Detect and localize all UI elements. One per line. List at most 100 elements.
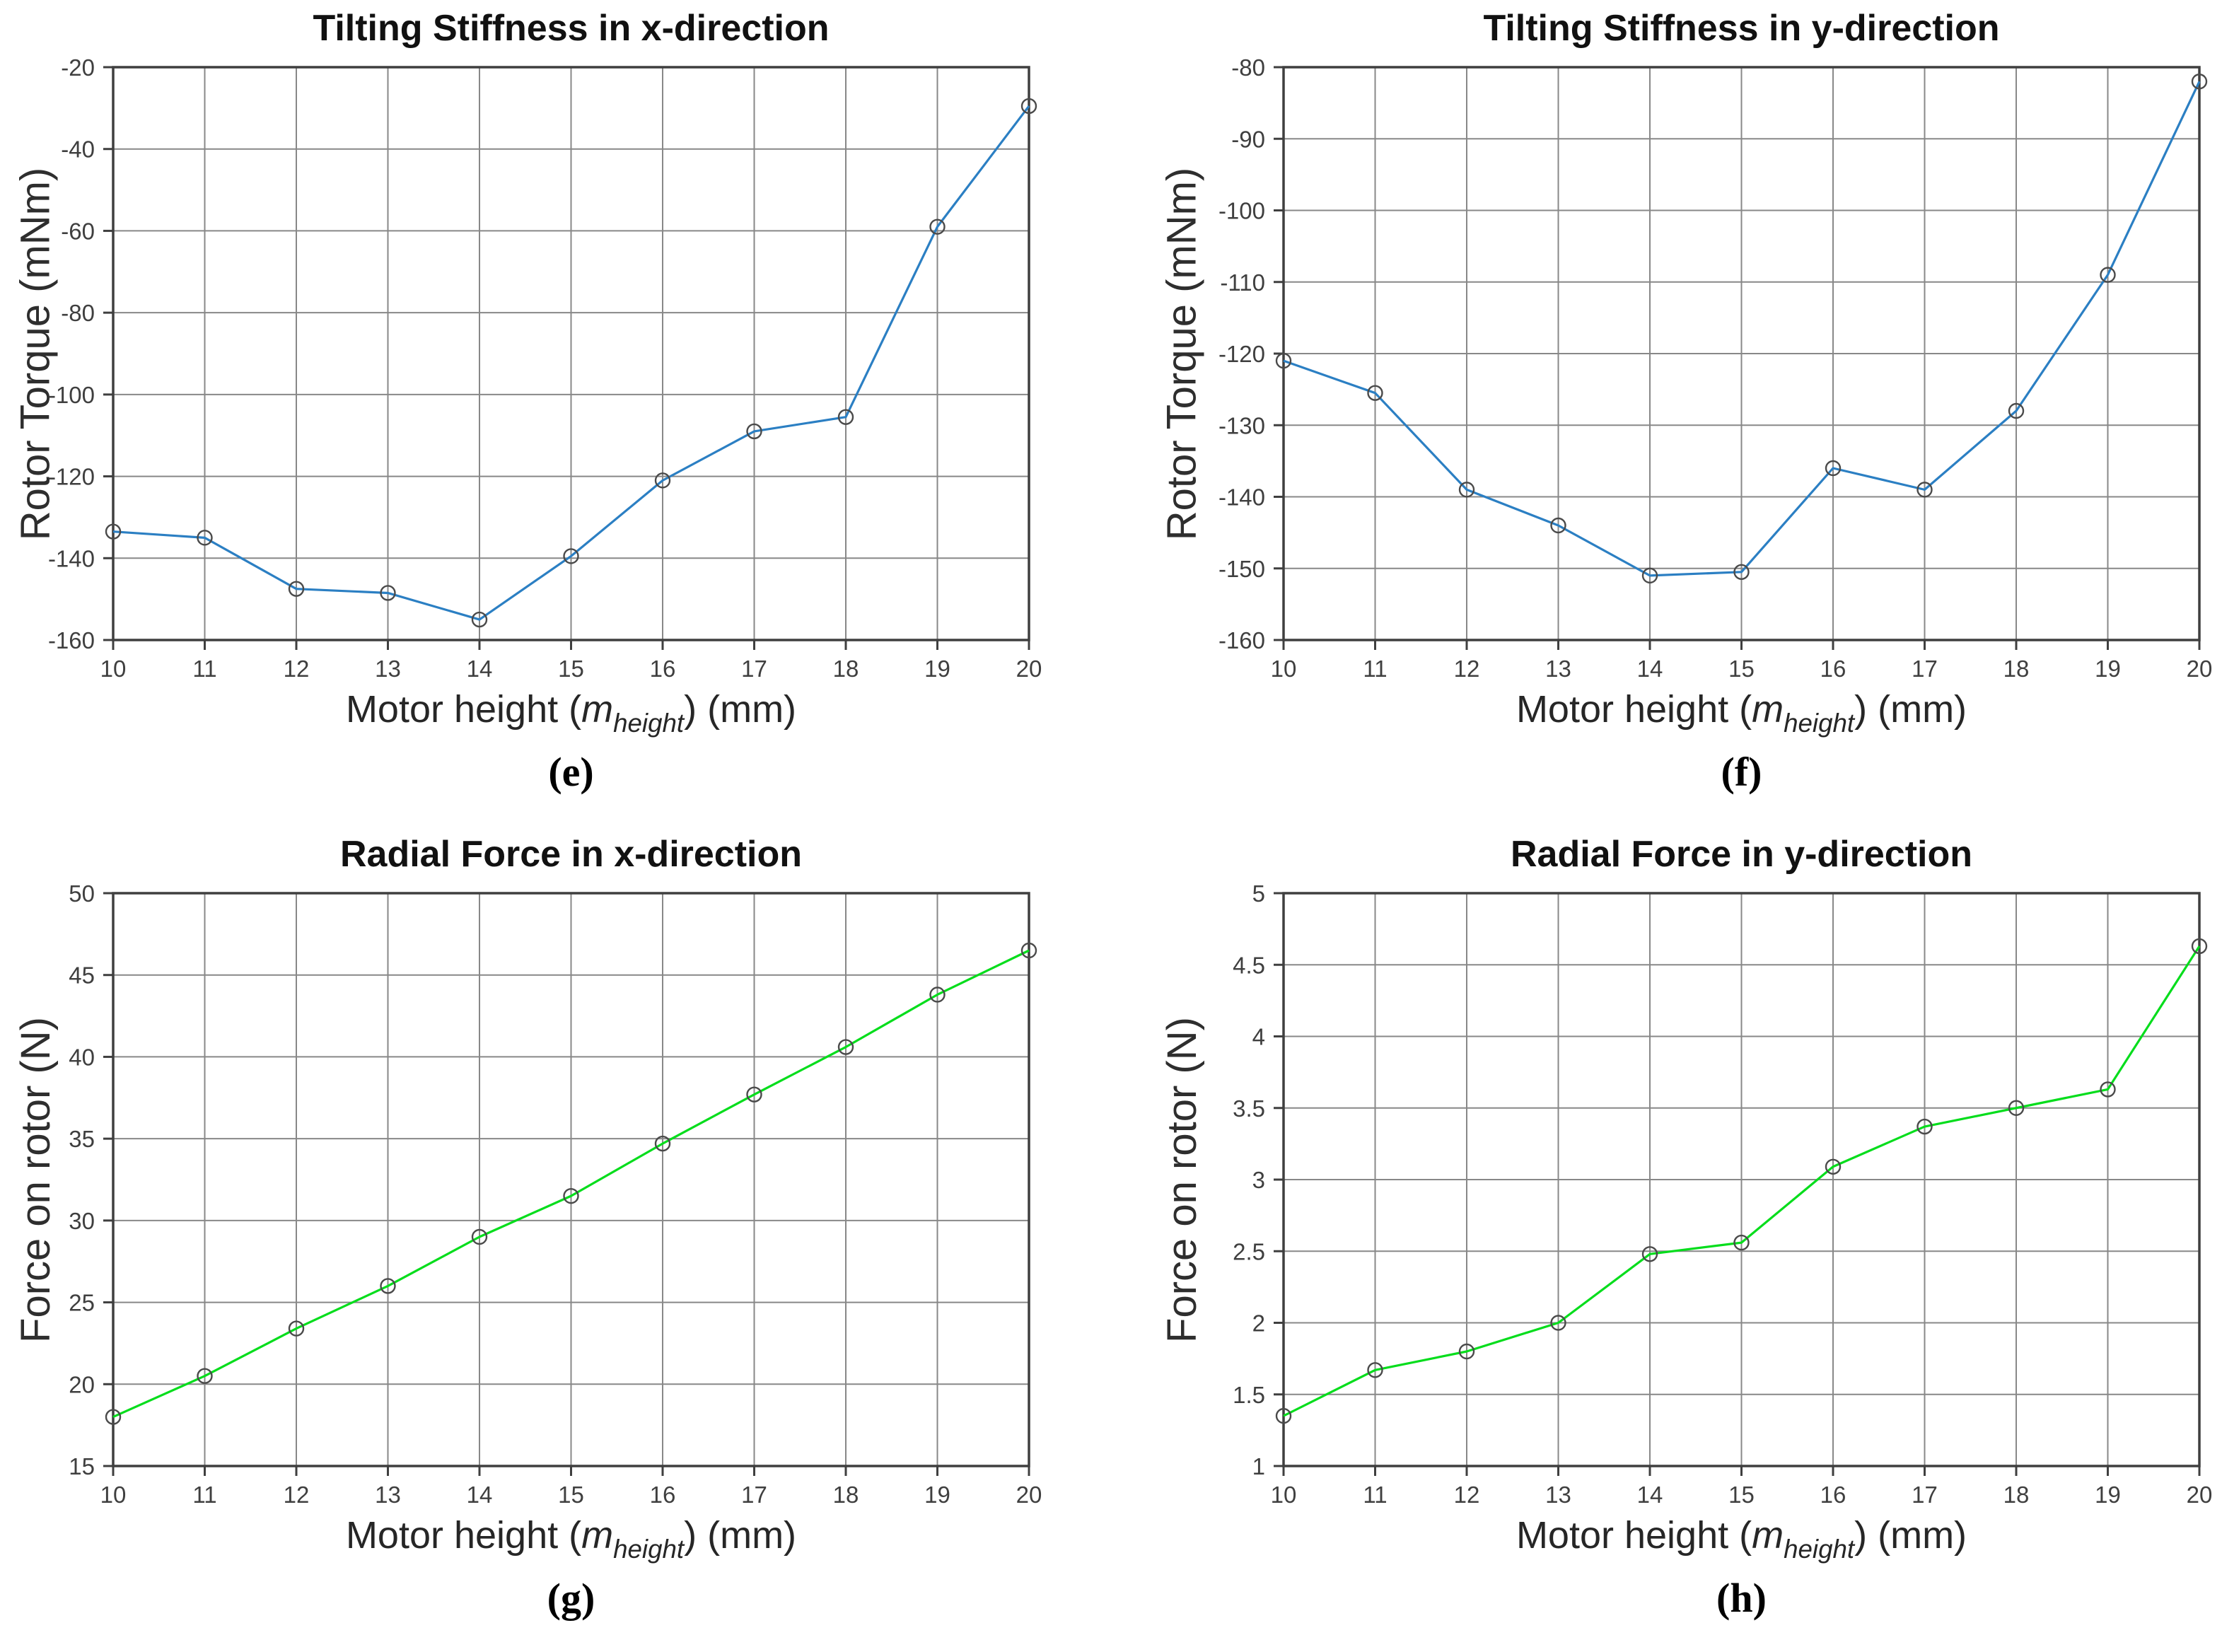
svg-text:14: 14	[467, 1482, 493, 1508]
chart-title: Radial Force in x-direction	[339, 834, 803, 875]
plot-canvas: 10 11 12 13 14 15 16 17 18 19 20 -160 -140 -120 -100 -8…	[48, 54, 1042, 682]
svg-text:20: 20	[1016, 1482, 1042, 1508]
svg-text:20: 20	[1016, 656, 1042, 682]
axes-box	[112, 66, 1030, 641]
svg-text:20: 20	[2187, 1482, 2213, 1508]
data-point-marker	[1367, 1362, 1383, 1378]
x-axis-label-sub: height	[1784, 708, 1855, 738]
svg-text:-100: -100	[48, 382, 95, 408]
x-axis-label-var: m	[581, 1514, 614, 1557]
data-point-marker	[197, 1368, 213, 1384]
data-point-marker	[746, 423, 762, 440]
data-point-marker	[2008, 1100, 2025, 1116]
x-axis-label-pre: Motor height (	[345, 688, 582, 731]
data-point-marker	[1916, 1118, 1933, 1135]
svg-text:10: 10	[100, 656, 127, 682]
data-point-marker	[1275, 352, 1292, 369]
svg-text:20: 20	[69, 1371, 95, 1397]
data-point-marker	[380, 1278, 396, 1294]
svg-text:1.5: 1.5	[1233, 1382, 1265, 1408]
svg-text:19: 19	[2095, 1482, 2121, 1508]
data-point-marker	[1641, 1246, 1658, 1262]
svg-text:14: 14	[467, 656, 493, 682]
plot-canvas: 10 11 12 13 14 15 16 17 18 19 20 -160 -150 -140 -130 -1…	[1218, 54, 2213, 682]
data-point-marker	[1733, 1234, 1750, 1251]
svg-text:17: 17	[1912, 1482, 1938, 1508]
svg-text:11: 11	[192, 1482, 216, 1508]
data-point-marker	[1020, 98, 1037, 115]
svg-text:11: 11	[1363, 656, 1387, 682]
x-axis-label-var: m	[1752, 688, 1784, 731]
svg-text:20: 20	[2187, 656, 2213, 682]
svg-text:13: 13	[375, 1482, 401, 1508]
svg-text:-80: -80	[1231, 54, 1265, 81]
svg-text:-90: -90	[1231, 126, 1265, 152]
svg-text:11: 11	[192, 656, 216, 682]
data-point-marker	[2100, 267, 2116, 283]
data-point-marker	[1458, 1343, 1475, 1360]
svg-text:4.5: 4.5	[1233, 952, 1265, 978]
svg-text:50: 50	[69, 880, 95, 907]
chart-title: Tilting Stiffness in y-direction	[1483, 8, 2000, 49]
subfigure-label: (f)	[1721, 749, 1762, 795]
svg-text:17: 17	[1912, 656, 1938, 682]
data-point-marker	[1550, 1315, 1566, 1331]
data-markers	[1275, 74, 2208, 584]
svg-text:14: 14	[1637, 656, 1663, 682]
svg-text:3: 3	[1252, 1167, 1265, 1193]
data-line	[112, 949, 1030, 1419]
x-axis-label-var: m	[1752, 1514, 1784, 1557]
gridlines	[113, 67, 1029, 640]
data-point-marker	[380, 585, 396, 601]
svg-text:3.5: 3.5	[1233, 1095, 1265, 1122]
axis-ticks	[103, 66, 1030, 650]
data-markers	[1275, 938, 2208, 1424]
data-point-marker	[2008, 402, 2025, 419]
data-point-marker	[1367, 385, 1383, 401]
data-line	[1283, 946, 2201, 1417]
svg-text:13: 13	[375, 656, 401, 682]
tick-labels: 10 11 12 13 14 15 16 17 18 19 20 1 1.5 2 2.5 3 3.5 4 4.5 5	[1233, 880, 2212, 1508]
data-point-marker	[1020, 942, 1037, 959]
svg-text:19: 19	[924, 1482, 950, 1508]
data-point-marker	[288, 1320, 305, 1337]
svg-text:4: 4	[1252, 1024, 1265, 1050]
svg-text:-80: -80	[61, 300, 95, 326]
svg-text:14: 14	[1637, 1482, 1663, 1508]
svg-text:17: 17	[741, 656, 767, 682]
data-line	[112, 105, 1030, 621]
svg-text:30: 30	[69, 1208, 95, 1234]
x-axis-label-var: m	[581, 688, 614, 731]
data-point-marker	[929, 219, 946, 235]
svg-text:18: 18	[833, 1482, 859, 1508]
x-axis-label: Motor height (mheight) (mm)	[1284, 1513, 2199, 1564]
chart-panel-h: Radial Force in y-direction Force on rot…	[1111, 826, 2222, 1652]
data-line	[1283, 81, 2201, 577]
x-axis-label: Motor height (mheight) (mm)	[113, 687, 1029, 738]
svg-text:13: 13	[1545, 656, 1571, 682]
data-point-marker	[563, 1187, 579, 1204]
x-axis-label-sub: height	[613, 708, 685, 738]
svg-text:-160: -160	[1218, 627, 1265, 653]
plot-canvas: 10 11 12 13 14 15 16 17 18 19 20 15 20 25 30 35 40 45 50	[69, 880, 1042, 1508]
svg-text:1: 1	[1252, 1453, 1265, 1479]
svg-text:12: 12	[284, 656, 310, 682]
axis-ticks	[1274, 892, 2201, 1476]
axis-ticks	[103, 892, 1030, 1476]
svg-text:-120: -120	[48, 464, 95, 490]
data-point-marker	[1641, 567, 1658, 584]
x-axis-label-pre: Motor height (	[345, 1514, 582, 1557]
data-point-marker	[654, 1135, 671, 1152]
svg-text:19: 19	[924, 656, 950, 682]
data-point-marker	[1550, 517, 1566, 534]
svg-text:15: 15	[558, 1482, 584, 1508]
data-point-marker	[2191, 938, 2208, 955]
svg-text:13: 13	[1545, 1482, 1571, 1508]
svg-text:17: 17	[741, 1482, 767, 1508]
data-point-marker	[1458, 482, 1475, 498]
subfigure-label: (e)	[548, 749, 594, 795]
svg-text:-140: -140	[48, 545, 95, 571]
svg-text:2.5: 2.5	[1233, 1238, 1265, 1264]
data-point-marker	[471, 611, 488, 628]
